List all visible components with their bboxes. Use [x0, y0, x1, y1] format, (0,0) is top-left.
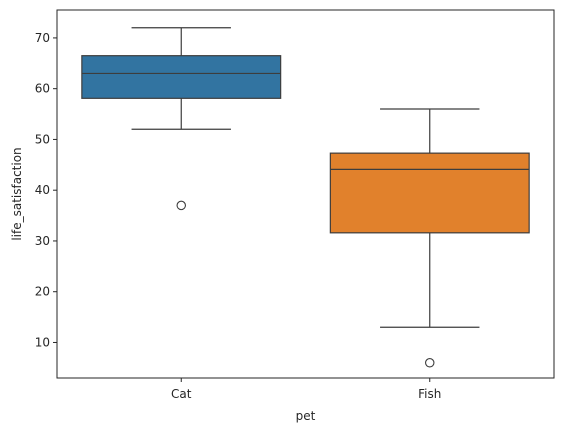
y-axis-label: life_satisfaction	[10, 147, 24, 240]
y-tick-label: 60	[35, 82, 50, 96]
x-axis-ticks: Cat Fish	[171, 378, 441, 401]
outlier-point	[424, 358, 435, 368]
box-iqr	[81, 55, 282, 99]
y-tick-label: 10	[35, 335, 50, 349]
box-group-fish	[329, 108, 530, 368]
y-tick-label: 50	[35, 132, 50, 146]
y-tick-label: 70	[35, 31, 50, 45]
axes-frame	[56, 9, 555, 379]
box-iqr	[329, 152, 530, 234]
y-tick-label: 20	[35, 285, 50, 299]
plot-area	[81, 27, 530, 368]
y-tick-label: 40	[35, 183, 50, 197]
x-tick-label: Fish	[418, 387, 441, 401]
y-axis-ticks: 10 20 30 40 50 60 70	[35, 31, 57, 349]
x-tick-label: Cat	[171, 387, 192, 401]
box-group-cat	[81, 27, 282, 211]
outlier-point	[176, 200, 187, 211]
y-tick-label: 30	[35, 234, 50, 248]
x-axis-label: pet	[296, 409, 316, 423]
